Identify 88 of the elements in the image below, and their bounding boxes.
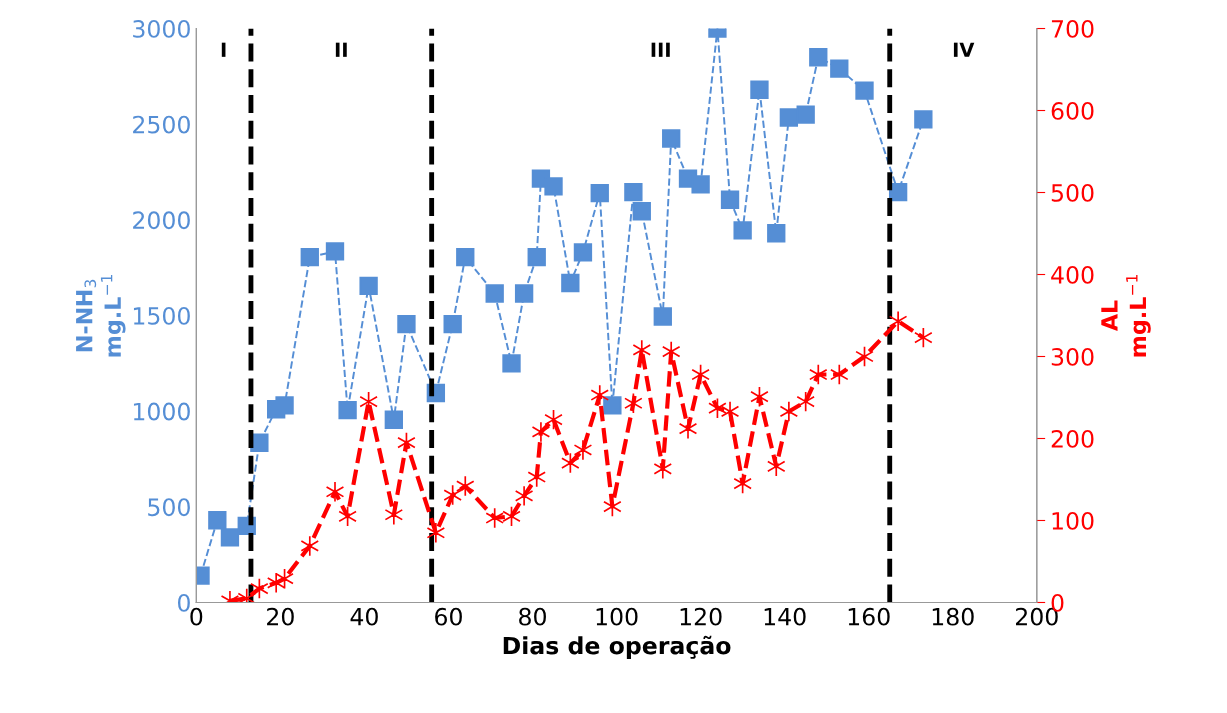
point (443, 314, 462, 334)
y-tick-label: 2000 (133, 211, 190, 230)
point (720, 190, 740, 209)
x-axis-title: Dias de operação (503, 635, 731, 660)
point (678, 418, 698, 440)
point (514, 284, 534, 303)
point (767, 455, 786, 477)
point (531, 421, 551, 443)
point (397, 314, 416, 334)
point (691, 175, 710, 194)
point (603, 396, 622, 415)
y-tick-label: 500 (148, 498, 190, 517)
point (733, 221, 752, 240)
y2-tick-label: 300 (1051, 347, 1094, 366)
point (809, 48, 828, 67)
y2-tick-label: 500 (1051, 183, 1094, 202)
y-tick-label: 0 (177, 593, 190, 612)
point (767, 224, 786, 243)
point (590, 183, 609, 203)
point (456, 475, 475, 497)
point (544, 177, 563, 196)
x-tick-label: 160 (848, 607, 890, 626)
point (208, 511, 227, 530)
y2-axis-title: AL mg.L$^{−1}$ (1101, 274, 1151, 357)
point (809, 363, 828, 386)
point (750, 80, 769, 99)
point (384, 410, 404, 429)
point (275, 396, 294, 415)
annotation: IV (953, 42, 975, 57)
point (855, 81, 874, 100)
x-tick-label: 40 (350, 607, 378, 626)
point (830, 59, 849, 78)
point (426, 522, 446, 544)
y2-tick-label: 600 (1051, 101, 1094, 120)
x-tick-label: 20 (267, 607, 294, 626)
point (220, 528, 240, 547)
annotation: II (335, 42, 347, 57)
x-tick-label: 140 (764, 607, 806, 626)
point (456, 247, 475, 267)
point (384, 504, 404, 526)
x-tick-label: 120 (680, 607, 722, 626)
point (590, 384, 610, 406)
point (359, 276, 378, 296)
y2-tick-label: 200 (1051, 429, 1094, 448)
point (573, 243, 593, 262)
point (561, 273, 580, 293)
y-axis-title: N-NH$_{3}$ mg.L$^{−1}$ (76, 274, 126, 357)
point (914, 110, 933, 129)
point (624, 182, 643, 202)
annotation: III (651, 42, 670, 57)
point (779, 108, 799, 127)
annotation: I (221, 42, 226, 57)
y-tick-label: 1000 (133, 402, 190, 421)
point (662, 129, 681, 148)
x-tick-label: 60 (435, 607, 462, 626)
point (653, 307, 672, 326)
point (485, 284, 504, 303)
point (888, 310, 908, 332)
y-tick-label: 3000 (133, 19, 190, 38)
x-tick-label: 0 (190, 607, 203, 626)
point (338, 401, 357, 420)
point (573, 439, 593, 461)
y2-tick-label: 400 (1051, 265, 1094, 284)
point (300, 535, 320, 557)
point (720, 400, 740, 422)
y2-tick-label: 700 (1051, 19, 1094, 38)
point (325, 481, 345, 503)
point (502, 354, 521, 373)
point (443, 484, 462, 506)
point (653, 458, 673, 480)
point (300, 247, 319, 267)
x-tick-label: 80 (519, 607, 546, 626)
point (830, 363, 849, 386)
point (779, 400, 799, 422)
x-tick-label: 100 (596, 607, 638, 626)
point (796, 105, 815, 124)
point (527, 466, 546, 488)
point (527, 247, 546, 267)
y-tick-label: 1500 (133, 306, 190, 325)
point (485, 507, 504, 529)
point (514, 485, 534, 507)
x-tick-label: 180 (932, 607, 974, 626)
point (250, 433, 269, 452)
point (632, 202, 651, 221)
point (325, 242, 345, 261)
point (796, 391, 815, 413)
y-tick-label: 2500 (133, 115, 190, 134)
y2-tick-label: 100 (1052, 511, 1094, 530)
